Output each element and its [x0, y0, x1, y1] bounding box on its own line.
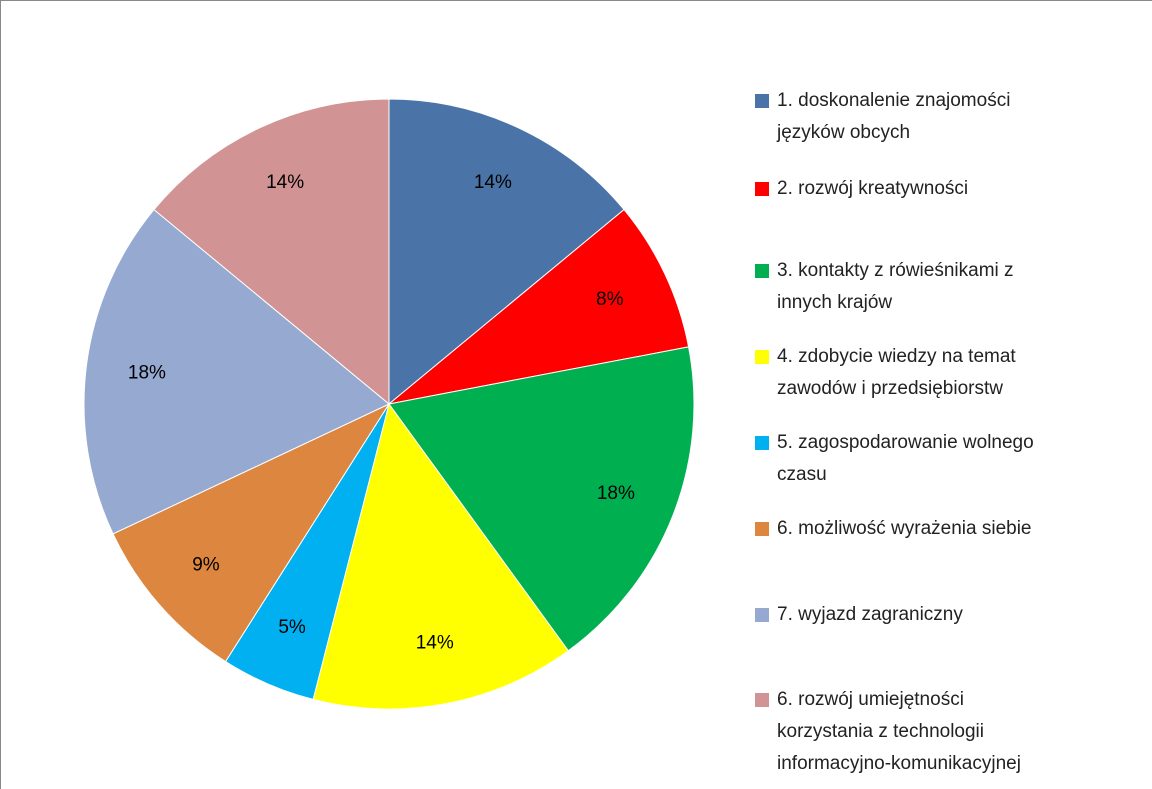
pie-slice [388, 98, 625, 406]
legend-label: 6. rozwój umiejętności korzystania z tec… [777, 689, 1021, 774]
data-label: 18% [128, 362, 166, 383]
legend-swatch [755, 264, 769, 278]
legend-swatch [755, 182, 769, 196]
pie-slice [388, 208, 690, 405]
legend-swatch [755, 522, 769, 536]
legend-entry: 6. możliwość wyrażenia siebie [755, 513, 1032, 545]
legend-label: 4. zdobycie wiedzy na temat zawodów i pr… [777, 346, 1016, 399]
legend-entry: 7. wyjazd zagraniczny [755, 599, 963, 631]
pie-slice [312, 402, 569, 710]
legend-label: 7. wyjazd zagraniczny [777, 604, 963, 625]
legend-entry: 6. rozwój umiejętności korzystania z tec… [755, 684, 1021, 780]
legend-swatch [755, 436, 769, 450]
data-label: 5% [278, 617, 306, 638]
legend-label: 5. zagospodarowanie wolnego czasu [777, 432, 1034, 485]
data-label: 14% [474, 172, 512, 193]
legend-label: 2. rozwój kreatywności [777, 178, 969, 199]
legend-label: 6. możliwość wyrażenia siebie [777, 518, 1032, 539]
legend-label: 1. doskonalenie znajomości języków obcyc… [777, 90, 1011, 143]
pie-slice [153, 98, 390, 406]
legend-entry: 1. doskonalenie znajomości języków obcyc… [755, 85, 1010, 149]
legend-label: 3. kontakty z rówieśnikami z innych kraj… [777, 260, 1014, 313]
data-label: 14% [416, 633, 454, 654]
legend-entry: 5. zagospodarowanie wolnego czasu [755, 427, 1034, 491]
data-label: 18% [597, 483, 635, 504]
legend-entry: 2. rozwój kreatywności [755, 173, 968, 205]
legend-swatch [755, 94, 769, 108]
data-label: 14% [266, 172, 304, 193]
pie-slice [112, 402, 391, 663]
legend-entry: 4. zdobycie wiedzy na temat zawodów i pr… [755, 341, 1016, 405]
data-label: 9% [192, 554, 220, 575]
pie-slice [83, 208, 390, 535]
pie-slice [388, 346, 695, 652]
legend-entry: 3. kontakty z rówieśnikami z innych kraj… [755, 255, 1014, 319]
legend-swatch [755, 608, 769, 622]
data-label: 8% [596, 289, 624, 310]
legend-swatch [755, 350, 769, 364]
legend-swatch [755, 693, 769, 707]
